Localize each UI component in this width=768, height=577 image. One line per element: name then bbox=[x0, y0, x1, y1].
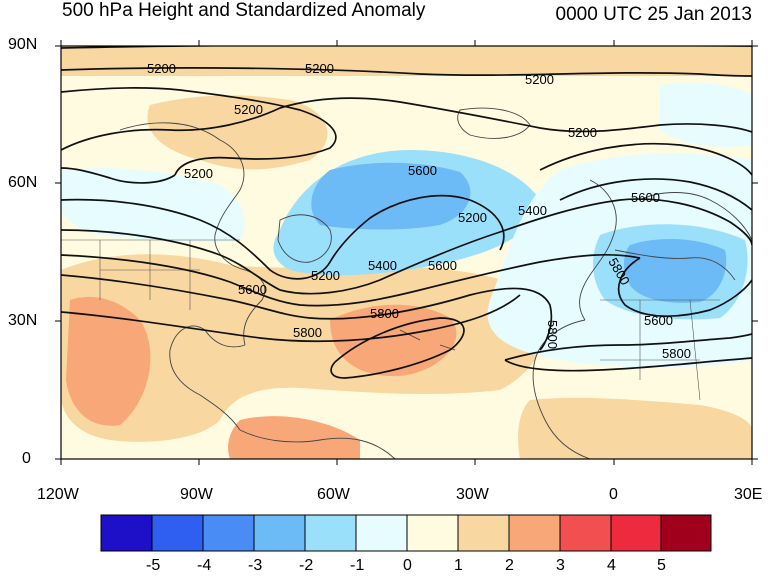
colorbar-label: 0 bbox=[403, 557, 412, 574]
contour-label: 5600 bbox=[238, 282, 267, 297]
contour-label: 5800 bbox=[293, 325, 322, 340]
contour-label: 5600 bbox=[428, 258, 457, 273]
height-contours bbox=[61, 46, 752, 379]
colorbar-label: 1 bbox=[454, 557, 463, 574]
lon-label-30w: 30W bbox=[456, 486, 489, 503]
contour-label: 5800 bbox=[370, 306, 399, 321]
contour-label: 5600 bbox=[408, 163, 437, 178]
colorbar-swatch bbox=[509, 515, 560, 551]
colorbar-swatch bbox=[254, 515, 305, 551]
colorbar-swatch bbox=[407, 515, 458, 551]
contour-labels: 5200 5200 5200 5200 5200 5200 5200 5200 … bbox=[147, 61, 691, 361]
negative-anomaly-regions bbox=[61, 83, 752, 368]
colorbar-swatch bbox=[203, 515, 254, 551]
colorbar-label: -1 bbox=[350, 557, 365, 574]
colorbar-label: -5 bbox=[146, 557, 161, 574]
colorbar-label: -4 bbox=[197, 557, 212, 574]
contour-label: 5800 bbox=[662, 346, 691, 361]
contour-label: 5800 bbox=[545, 320, 560, 349]
contour-label: 5200 bbox=[147, 61, 176, 76]
contour-label: 5400 bbox=[518, 203, 547, 218]
contour-label: 5200 bbox=[525, 72, 554, 87]
map-plot-area: 5200 5200 5200 5200 5200 5200 5200 5200 … bbox=[61, 46, 752, 459]
contour-label: 5200 bbox=[568, 125, 597, 140]
contour-label: 5200 bbox=[184, 166, 213, 181]
colorbar-swatch bbox=[560, 515, 611, 551]
lat-label-60n: 60N bbox=[8, 174, 38, 191]
axis-ticks bbox=[55, 40, 758, 465]
colorbar-label: 4 bbox=[607, 557, 616, 574]
lon-label-90w: 90W bbox=[180, 486, 213, 503]
contour-label: 5600 bbox=[631, 190, 660, 205]
positive-anomaly-regions bbox=[61, 46, 752, 459]
map-timestamp: 0000 UTC 25 Jan 2013 bbox=[555, 4, 752, 25]
colorbar-label: -2 bbox=[299, 557, 314, 574]
colorbar-swatch bbox=[661, 515, 711, 551]
colorbar-swatch bbox=[356, 515, 407, 551]
lon-label-30e: 30E bbox=[734, 486, 763, 503]
lat-label-90n: 90N bbox=[8, 36, 38, 53]
map-frame bbox=[60, 45, 753, 460]
colorbar-label: 5 bbox=[657, 557, 666, 574]
colorbar-swatch bbox=[458, 515, 509, 551]
colorbar-label: -3 bbox=[248, 557, 263, 574]
contour-label: 5400 bbox=[368, 258, 397, 273]
lat-label-equator: 0 bbox=[22, 450, 31, 467]
contour-label: 5200 bbox=[234, 102, 263, 117]
lon-label-60w: 60W bbox=[317, 486, 350, 503]
contour-label: 5200 bbox=[458, 210, 487, 225]
colorbar bbox=[100, 514, 712, 552]
map-title: 500 hPa Height and Standardized Anomaly bbox=[62, 0, 426, 21]
colorbar-swatch bbox=[305, 515, 356, 551]
colorbar-label: 2 bbox=[505, 557, 514, 574]
colorbar-swatch bbox=[101, 515, 152, 551]
lon-label-120w: 120W bbox=[37, 486, 79, 503]
colorbar-label: 3 bbox=[556, 557, 565, 574]
colorbar-swatch bbox=[611, 515, 661, 551]
lon-label-0: 0 bbox=[609, 486, 618, 503]
contour-label: 5200 bbox=[311, 268, 340, 283]
colorbar-swatch bbox=[152, 515, 203, 551]
contour-label: 5600 bbox=[644, 313, 673, 328]
lat-label-30n: 30N bbox=[8, 312, 38, 329]
contour-label: 5200 bbox=[305, 61, 334, 76]
